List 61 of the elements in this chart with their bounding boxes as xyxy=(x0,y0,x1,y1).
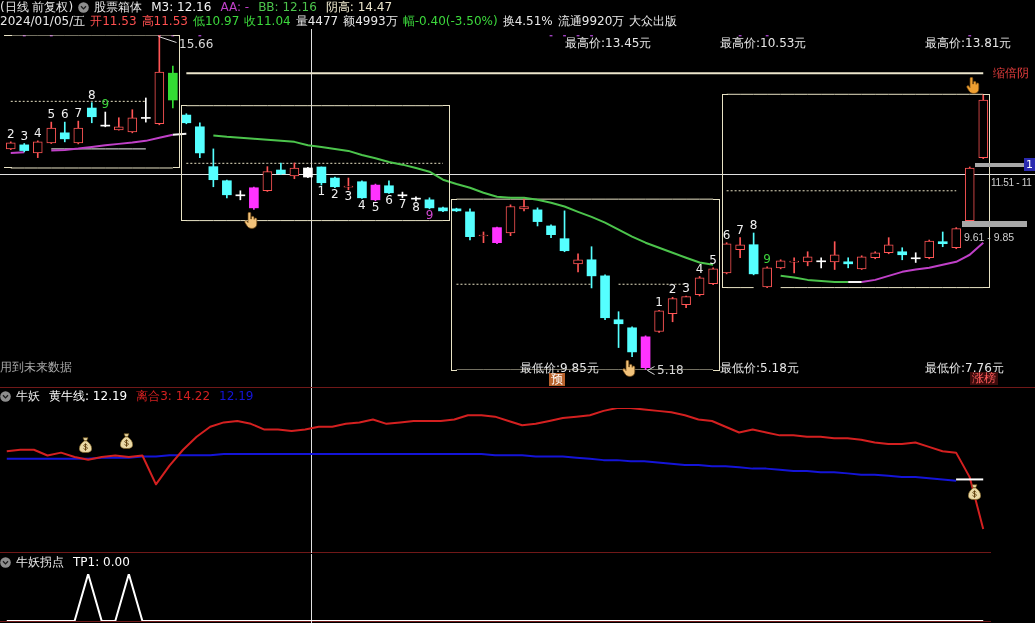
text: 预 xyxy=(549,372,565,386)
text: 幅-0.40(-3.50%) xyxy=(402,14,498,28)
text: 1 xyxy=(655,295,663,310)
text: 阴高: 14.47 xyxy=(325,0,393,14)
text: 8 xyxy=(412,199,420,214)
annotation: 9.61 - 9.85 xyxy=(964,231,1015,244)
chart-title: 牛妖 xyxy=(16,389,40,403)
text: 7 xyxy=(74,106,83,121)
chart-title: (日线 前复权) xyxy=(0,0,74,14)
text: 8 xyxy=(87,87,96,102)
text: 换4.51% xyxy=(502,14,553,28)
annotation: 最高价:13.45元 xyxy=(565,36,652,50)
text: 4 xyxy=(358,197,366,212)
text: 8 xyxy=(749,218,758,233)
text: 大众出版 xyxy=(629,14,678,28)
text: 3 xyxy=(20,128,29,143)
annotation: 15.66 xyxy=(179,37,214,51)
text: 3 xyxy=(682,281,690,296)
text: 9 xyxy=(763,251,771,266)
text: 5 xyxy=(47,107,56,122)
text: 高11.53 xyxy=(141,14,188,28)
text: 6 xyxy=(385,192,393,207)
annotation: 5.18 xyxy=(657,363,684,377)
text: 11.51 - 11 xyxy=(991,176,1032,189)
text: 2 xyxy=(6,126,15,141)
text: 7 xyxy=(736,222,744,237)
text: 量4477 xyxy=(295,14,339,28)
text: 7 xyxy=(398,196,407,211)
series-label: TP1: 0.00 xyxy=(73,555,130,569)
annotation: 最高价:10.53元 xyxy=(720,36,807,50)
text: 5 xyxy=(371,199,380,214)
text: 2024/01/05/五 xyxy=(0,14,86,28)
text: 4 xyxy=(695,261,704,276)
text: 12.19 xyxy=(219,389,254,403)
text: 收11.04 xyxy=(244,14,291,28)
text: M3: 12.16 xyxy=(151,0,212,14)
annotation: 1 xyxy=(317,184,326,199)
series-label: 离合3: 14.22 xyxy=(136,389,211,403)
text: 流通9920万 xyxy=(557,14,625,28)
text: 4 xyxy=(33,125,42,140)
text: 5 xyxy=(709,252,717,267)
chart-title: 牛妖拐点 xyxy=(16,555,64,569)
text: 2 xyxy=(331,186,339,201)
text: 黄牛线: 12.19 xyxy=(49,389,128,403)
text: 额4993万 xyxy=(343,14,398,28)
text: 9 xyxy=(101,97,110,112)
text: 6 xyxy=(60,107,69,122)
text: 6 xyxy=(722,227,731,242)
annotation: 用到未来数据 xyxy=(0,360,72,374)
text: 9 xyxy=(425,207,434,222)
text: 1 xyxy=(1026,158,1033,171)
text: 开11.53 xyxy=(90,14,137,28)
text: AA: - xyxy=(220,0,250,14)
text: BB: 12.16 xyxy=(258,0,317,14)
text: 缩倍阴 xyxy=(993,66,1029,80)
text: 低10.97 xyxy=(192,14,240,28)
chart-subtitle: 股票箱体 xyxy=(94,0,143,14)
text: 2 xyxy=(668,282,677,297)
annotation: 最高价:13.81元 xyxy=(925,36,1012,50)
annotation: 最低价:5.18元 xyxy=(720,361,799,375)
text: 3 xyxy=(344,188,353,203)
